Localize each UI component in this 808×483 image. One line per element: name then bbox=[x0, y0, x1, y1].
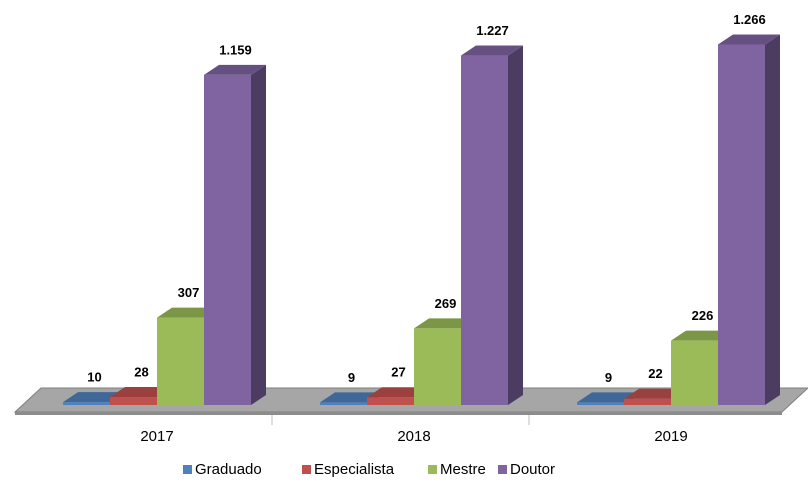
bar bbox=[204, 74, 251, 405]
bar-top bbox=[367, 387, 429, 398]
x-tick-label: 2017 bbox=[140, 428, 173, 445]
bar bbox=[110, 397, 157, 405]
bar bbox=[63, 402, 110, 405]
floor-edge bbox=[15, 412, 782, 415]
bar bbox=[367, 397, 414, 405]
legend-label: Doutor bbox=[510, 461, 555, 478]
bar-side bbox=[765, 34, 780, 405]
data-label: 1.266 bbox=[733, 12, 766, 27]
bar-side bbox=[251, 64, 266, 405]
legend-label: Graduado bbox=[195, 461, 262, 478]
legend-swatch bbox=[183, 465, 192, 474]
bar bbox=[718, 44, 765, 405]
bar-top bbox=[63, 392, 125, 403]
data-label: 22 bbox=[648, 366, 662, 381]
data-label: 9 bbox=[348, 370, 355, 385]
data-label: 1.159 bbox=[219, 42, 252, 57]
data-label: 28 bbox=[134, 364, 148, 379]
bar-top bbox=[577, 392, 639, 403]
bar-top bbox=[110, 387, 172, 398]
bar-top bbox=[671, 330, 733, 341]
bar bbox=[320, 402, 367, 405]
data-label: 307 bbox=[178, 285, 200, 300]
legend-label: Especialista bbox=[314, 461, 395, 478]
data-label: 269 bbox=[435, 296, 457, 311]
bar bbox=[414, 328, 461, 405]
legend-swatch bbox=[498, 465, 507, 474]
bar-top bbox=[157, 307, 219, 318]
x-tick-label: 2019 bbox=[654, 428, 687, 445]
legend-swatch bbox=[428, 465, 437, 474]
data-label: 27 bbox=[391, 365, 405, 380]
bar bbox=[461, 55, 508, 405]
bar-top bbox=[414, 318, 476, 329]
bar bbox=[577, 402, 624, 405]
bar-top bbox=[204, 64, 266, 75]
bar bbox=[157, 317, 204, 405]
x-tick-label: 2018 bbox=[397, 428, 430, 445]
bar-top bbox=[320, 392, 382, 403]
legend-swatch bbox=[302, 465, 311, 474]
bar bbox=[624, 398, 671, 405]
bar bbox=[671, 340, 718, 405]
bar-top bbox=[718, 34, 780, 45]
bar-side bbox=[508, 45, 523, 405]
data-label: 226 bbox=[692, 308, 714, 323]
legend-label: Mestre bbox=[440, 461, 486, 478]
data-label: 10 bbox=[87, 370, 101, 385]
data-label: 1.227 bbox=[476, 23, 509, 38]
bar-top bbox=[461, 45, 523, 56]
bar-top bbox=[624, 388, 686, 399]
data-label: 9 bbox=[605, 370, 612, 385]
